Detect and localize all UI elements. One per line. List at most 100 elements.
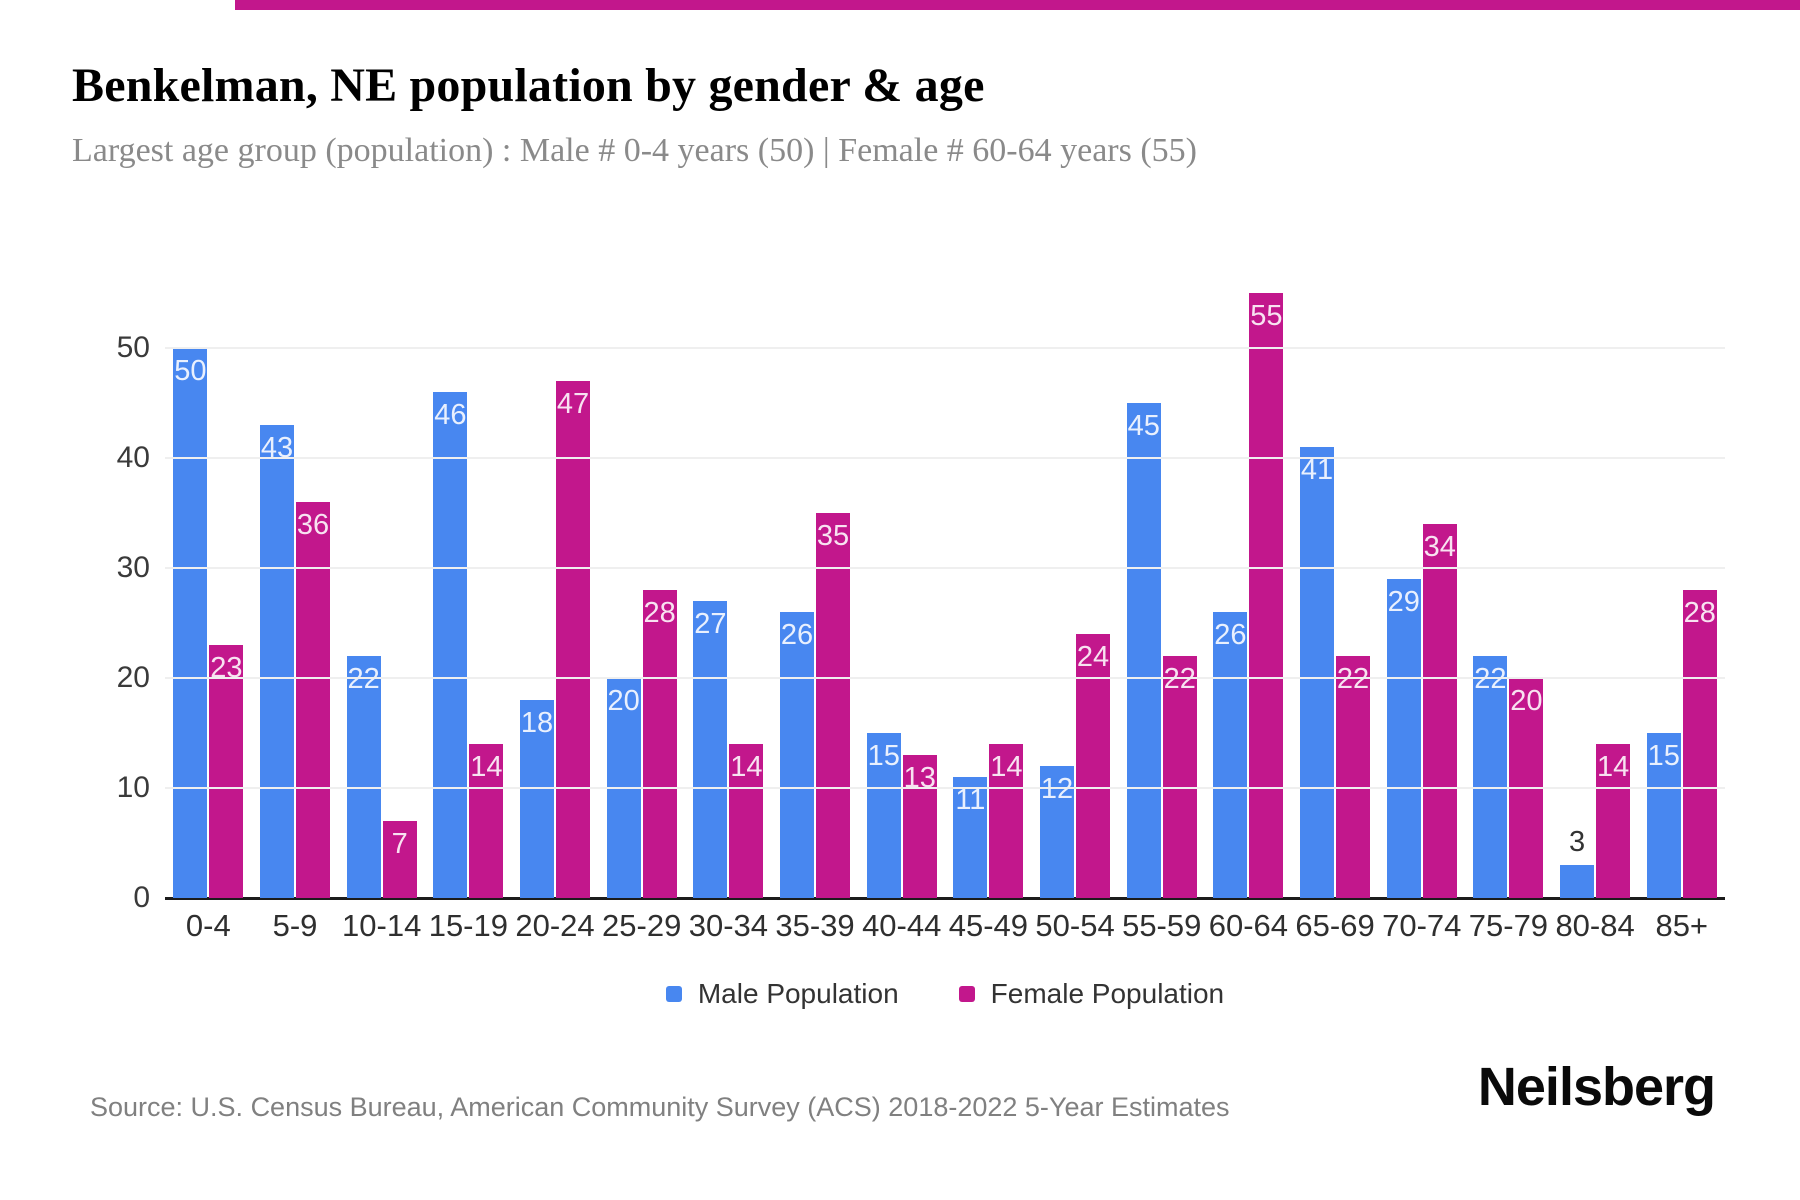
x-axis-category-80-84: 80-84 bbox=[1555, 908, 1635, 943]
bar-value-label: 18 bbox=[520, 707, 554, 739]
bar-group-0-4: 50 23 bbox=[165, 293, 252, 898]
bar-group-15-19: 46 14 bbox=[425, 293, 512, 898]
bar-value-label: 22 bbox=[1474, 663, 1507, 695]
bar-group-75-79: 22 20 bbox=[1465, 293, 1552, 898]
bar-group-50-54: 12 24 bbox=[1032, 293, 1119, 898]
bar-female-30-34[interactable]: 14 bbox=[729, 744, 764, 898]
x-axis-category-75-79: 75-79 bbox=[1468, 908, 1549, 943]
gridline-50 bbox=[165, 347, 1725, 349]
bar-male-35-39[interactable]: 26 bbox=[780, 612, 815, 898]
x-axis-category-40-44: 40-44 bbox=[862, 908, 942, 943]
gridline-30 bbox=[165, 567, 1725, 569]
bar-female-85+[interactable]: 28 bbox=[1682, 590, 1717, 898]
bar-group-40-44: 15 13 bbox=[858, 293, 945, 898]
bar-female-0-4[interactable]: 23 bbox=[209, 645, 244, 898]
y-axis-tick-50: 50 bbox=[116, 331, 150, 364]
x-axis-line bbox=[165, 897, 1725, 900]
bar-male-20-24[interactable]: 18 bbox=[520, 700, 555, 898]
x-axis-category-85+: 85+ bbox=[1655, 908, 1709, 943]
bar-male-45-49[interactable]: 11 bbox=[953, 777, 988, 898]
bar-female-65-69[interactable]: 22 bbox=[1336, 656, 1371, 898]
bar-female-35-39[interactable]: 35 bbox=[816, 513, 851, 898]
bar-female-10-14[interactable]: 7 bbox=[382, 821, 417, 898]
x-axis-category-20-24: 20-24 bbox=[515, 908, 595, 943]
bar-group-80-84: 3 14 bbox=[1552, 293, 1639, 898]
legend-item-female[interactable]: Female Population bbox=[958, 978, 1225, 1010]
bar-male-85+[interactable]: 15 bbox=[1646, 733, 1681, 898]
bar-female-45-49[interactable]: 14 bbox=[989, 744, 1024, 898]
bar-female-50-54[interactable]: 24 bbox=[1076, 634, 1111, 898]
bar-value-label: 26 bbox=[780, 619, 814, 651]
bar-value-label: 11 bbox=[955, 784, 986, 816]
bar-female-20-24[interactable]: 47 bbox=[556, 381, 591, 898]
bar-value-label: 3 bbox=[1569, 826, 1586, 858]
legend-item-male[interactable]: Male Population bbox=[665, 978, 899, 1010]
bar-group-35-39: 26 35 bbox=[772, 293, 859, 898]
bar-female-60-64[interactable]: 55 bbox=[1249, 293, 1284, 898]
x-axis-category-0-4: 0-4 bbox=[185, 908, 231, 943]
bar-male-80-84[interactable]: 3 bbox=[1560, 826, 1595, 898]
x-axis-category-60-64: 60-64 bbox=[1208, 908, 1289, 943]
top-accent-bar bbox=[235, 0, 1800, 10]
x-axis-category-10-14: 10-14 bbox=[342, 908, 422, 943]
bar-female-55-59[interactable]: 22 bbox=[1162, 656, 1197, 898]
bar-value-label: 14 bbox=[730, 751, 763, 783]
page-title: Benkelman, NE population by gender & age bbox=[72, 59, 985, 112]
bar-male-60-64[interactable]: 26 bbox=[1213, 612, 1248, 898]
x-axis-category-45-49: 45-49 bbox=[948, 908, 1029, 943]
bar-group-65-69: 41 22 bbox=[1292, 293, 1379, 898]
bar-female-5-9[interactable]: 36 bbox=[296, 502, 330, 898]
bar-value-label: 7 bbox=[391, 828, 408, 860]
bar-value-label: 14 bbox=[470, 751, 503, 783]
gridline-20 bbox=[165, 677, 1725, 679]
bar-value-label: 50 bbox=[174, 355, 207, 387]
x-axis-category-5-9: 5-9 bbox=[272, 908, 318, 943]
y-axis-tick-20: 20 bbox=[116, 661, 150, 694]
brand-logo: Neilsberg bbox=[1477, 1057, 1716, 1117]
bar-female-15-19[interactable]: 14 bbox=[469, 744, 504, 898]
bar-value-label: 27 bbox=[694, 608, 727, 640]
bar-male-70-74[interactable]: 29 bbox=[1386, 579, 1421, 898]
bar-value-label: 36 bbox=[296, 509, 330, 541]
y-axis-tick-30: 30 bbox=[116, 551, 150, 584]
bar-group-25-29: 20 28 bbox=[598, 293, 685, 898]
legend-label: Female Population bbox=[990, 978, 1225, 1009]
bar-male-50-54[interactable]: 12 bbox=[1040, 766, 1075, 898]
x-axis-category-15-19: 15-19 bbox=[428, 908, 508, 943]
bar-male-30-34[interactable]: 27 bbox=[693, 601, 728, 898]
bar-value-label: 29 bbox=[1387, 586, 1420, 618]
x-axis-category-55-59: 55-59 bbox=[1122, 908, 1202, 943]
legend-swatch-icon bbox=[958, 986, 975, 1002]
bar-value-label: 20 bbox=[607, 685, 640, 717]
bar-female-25-29[interactable]: 28 bbox=[642, 590, 677, 898]
y-axis-tick-0: 0 bbox=[133, 881, 150, 914]
bar-male-15-19[interactable]: 46 bbox=[433, 392, 468, 898]
bar-male-0-4[interactable]: 50 bbox=[173, 348, 208, 898]
bar-value-label: 22 bbox=[1163, 663, 1196, 695]
bar-group-45-49: 11 14 bbox=[945, 293, 1032, 898]
bar-male-40-44[interactable]: 15 bbox=[866, 733, 901, 898]
bar-value-label: 28 bbox=[1683, 597, 1716, 629]
bar-group-20-24: 18 47 bbox=[512, 293, 599, 898]
bar-value-label: 47 bbox=[556, 388, 590, 420]
bar-male-75-79[interactable]: 22 bbox=[1473, 656, 1508, 898]
legend-label: Male Population bbox=[697, 978, 899, 1009]
bar-male-65-69[interactable]: 41 bbox=[1300, 447, 1335, 898]
y-axis-tick-10: 10 bbox=[116, 771, 150, 804]
gridline-40 bbox=[165, 457, 1725, 459]
x-axis-labels: 0-4 5-9 10-14 15-19 20-24 25-29 30-34 35-39 40-4… bbox=[165, 908, 1725, 944]
bar-male-55-59[interactable]: 45 bbox=[1126, 403, 1161, 898]
bar-value-label: 46 bbox=[434, 399, 467, 431]
bar-male-5-9[interactable]: 43 bbox=[260, 425, 294, 898]
y-axis-tick-40: 40 bbox=[116, 441, 150, 474]
x-axis-category-35-39: 35-39 bbox=[775, 908, 855, 943]
bar-female-40-44[interactable]: 13 bbox=[902, 755, 937, 898]
bar-groups: 50 23 43 36 22 7 46 14 18 47 20 28 27 14 26 35 15 13 11 14 1… bbox=[165, 293, 1725, 898]
bar-female-70-74[interactable]: 34 bbox=[1422, 524, 1457, 898]
bar-male-10-14[interactable]: 22 bbox=[346, 656, 381, 898]
bar-female-80-84[interactable]: 14 bbox=[1596, 744, 1631, 898]
chart-legend: Male Population Female Population bbox=[165, 978, 1725, 1010]
bar-value-label: 22 bbox=[347, 663, 380, 695]
